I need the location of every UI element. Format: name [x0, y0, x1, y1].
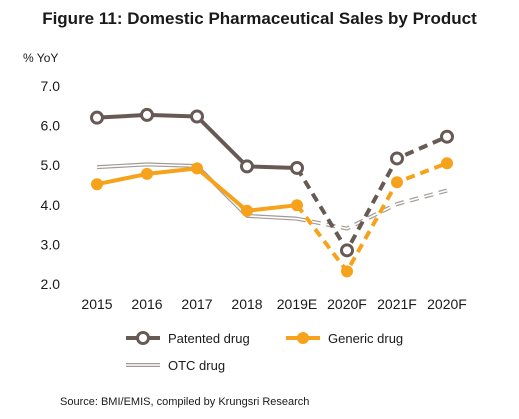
x-tick-label: 2016: [131, 296, 162, 312]
legend-label: Generic drug: [328, 331, 403, 346]
chart-title: Figure 11: Domestic Pharmaceutical Sales…: [42, 9, 477, 28]
legend-label: Patented drug: [168, 331, 250, 346]
series-line-solid: [96, 166, 298, 213]
x-tick-label: 2021F: [377, 296, 417, 312]
x-tick-label: 2020F: [427, 296, 467, 312]
series-layer: [90, 107, 454, 278]
data-point: [191, 162, 203, 175]
legend-label: OTC drug: [168, 358, 225, 373]
x-tick-label: 2019E: [277, 296, 317, 312]
data-point: [241, 204, 253, 217]
data-point: [390, 151, 404, 166]
data-point: [140, 107, 154, 122]
y-tick-label: 4.0: [41, 197, 61, 213]
legend-item-generic-drug: Generic drug: [286, 331, 403, 346]
x-tick-label: 2015: [81, 296, 112, 312]
x-tick-label: 2018: [231, 296, 262, 312]
data-point: [291, 199, 303, 212]
legend-item-patented-drug: Patented drug: [126, 331, 250, 346]
series-line-dashed: [295, 161, 448, 274]
x-tick-labels: 2015 2016 2017 2018 2019E 2020F 2021F 2020F: [81, 296, 466, 312]
data-point: [290, 160, 304, 175]
data-point: [190, 109, 204, 124]
data-point: [341, 265, 353, 278]
data-point: [91, 178, 103, 191]
data-point: [391, 176, 403, 189]
data-point: [340, 243, 354, 258]
legend-marker: [136, 331, 150, 345]
y-tick-label: 7.0: [41, 78, 61, 94]
legend-marker: [297, 332, 309, 344]
series-line-dashed: [295, 134, 448, 253]
series-generic-drug: [91, 157, 453, 278]
legend-item-otc-drug: OTC drug: [126, 358, 225, 373]
y-tick-label: 2.0: [41, 276, 61, 292]
x-tick-label: 2020F: [327, 296, 367, 312]
data-point: [240, 159, 254, 174]
data-point: [90, 110, 104, 125]
y-tick-label: 6.0: [41, 118, 61, 134]
y-tick-label: 3.0: [41, 236, 61, 252]
data-point: [440, 129, 454, 144]
series-line-dashed: [296, 189, 448, 230]
y-axis-label: % YoY: [23, 51, 58, 65]
data-point: [441, 157, 453, 170]
x-tick-label: 2017: [181, 296, 212, 312]
source-note: Source: BMI/EMIS, compiled by Krungsri R…: [60, 396, 309, 408]
legend: Patented drug Generic drug OTC drug: [126, 331, 403, 373]
y-tick-labels: 2.0 3.0 4.0 5.0 6.0 7.0: [41, 78, 61, 292]
y-tick-label: 5.0: [41, 157, 61, 173]
data-point: [141, 167, 153, 180]
series-patented-drug: [90, 107, 454, 258]
